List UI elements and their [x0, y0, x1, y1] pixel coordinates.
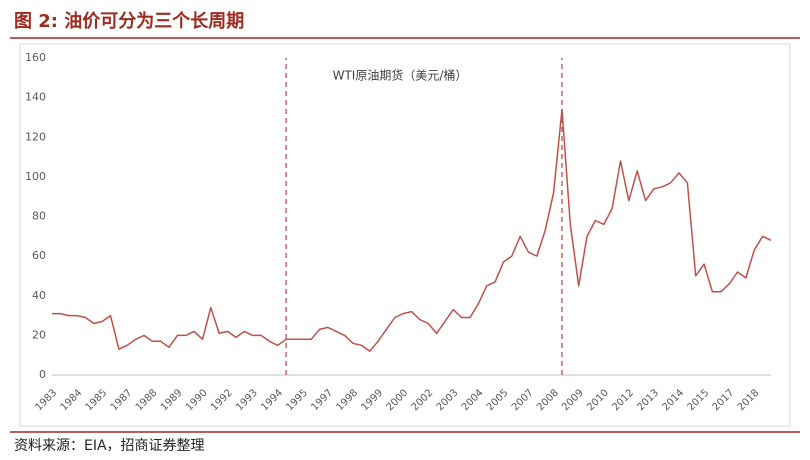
y-tick-label: 0: [39, 368, 46, 381]
x-tick-label: 1990: [184, 387, 210, 413]
x-tick-label: 1985: [84, 387, 110, 413]
x-tick-label: 2017: [711, 387, 737, 413]
y-tick-label: 80: [32, 210, 46, 223]
x-tick-label: 1988: [134, 387, 160, 413]
x-tick-label: 1994: [259, 387, 285, 413]
x-tick-label: 2018: [736, 387, 762, 413]
x-tick-label: 2007: [510, 387, 536, 413]
x-tick-label: 2003: [435, 387, 461, 413]
x-tick-label: 1989: [159, 387, 185, 413]
y-tick-label: 160: [25, 51, 46, 64]
x-tick-label: 1997: [309, 387, 335, 413]
x-tick-label: 2004: [460, 387, 486, 413]
y-tick-label: 60: [32, 249, 46, 262]
series-line: [52, 108, 772, 352]
x-tick-label: 2013: [635, 387, 661, 413]
source-note: 资料来源：EIA，招商证券整理: [14, 438, 205, 454]
x-tick-label: 1987: [109, 387, 135, 413]
x-tick-label: 2014: [660, 387, 686, 413]
x-tick-label: 2005: [485, 387, 511, 413]
series-label: WTI原油期货（美元/桶）: [333, 68, 468, 83]
x-tick-label: 2010: [585, 387, 611, 413]
page-title: 图 2: 油价可分为三个长周期: [14, 10, 244, 32]
x-tick-label: 1983: [33, 387, 59, 413]
x-tick-label: 1999: [360, 387, 386, 413]
x-tick-label: 2000: [385, 387, 411, 413]
x-tick-label: 2012: [610, 387, 636, 413]
x-tick-label: 1992: [209, 387, 235, 413]
x-tick-label: 2009: [560, 387, 586, 413]
x-tick-label: 1995: [284, 387, 310, 413]
x-tick-label: 1984: [59, 387, 85, 413]
x-tick-label: 2015: [686, 387, 712, 413]
x-tick-label: 1993: [234, 387, 260, 413]
x-tick-label: 2008: [535, 387, 561, 413]
x-tick-label: 1998: [334, 387, 360, 413]
x-tick-label: 2002: [410, 387, 436, 413]
y-tick-label: 140: [25, 91, 46, 104]
y-tick-label: 20: [32, 328, 46, 341]
y-tick-label: 120: [25, 130, 46, 143]
y-tick-label: 40: [32, 289, 46, 302]
chart-frame: [19, 43, 791, 427]
y-tick-label: 100: [25, 170, 46, 183]
